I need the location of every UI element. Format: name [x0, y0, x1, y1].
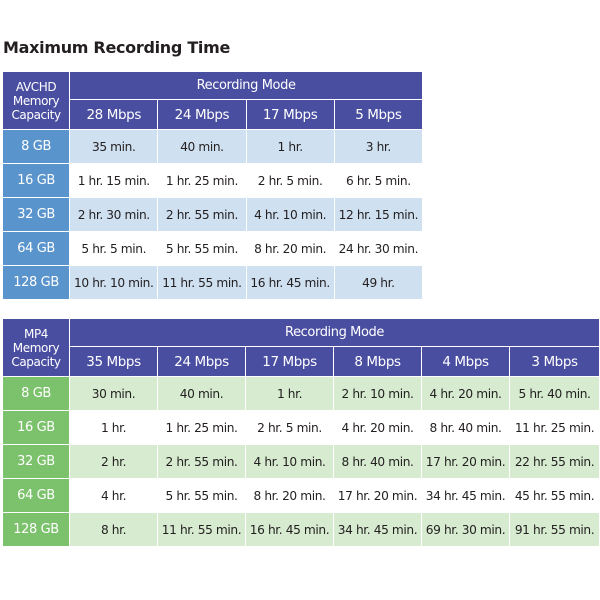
- time-cell: 2 hr. 30 min.: [69, 197, 159, 232]
- time-cell: 8 hr. 40 min.: [333, 444, 422, 479]
- time-cell: 24 hr. 30 min.: [333, 231, 424, 266]
- rate-header: 17 Mbps: [245, 346, 334, 377]
- rate-header: 4 Mbps: [421, 346, 510, 377]
- rate-header: 8 Mbps: [333, 346, 422, 377]
- time-cell: 2 hr. 10 min.: [333, 376, 422, 411]
- capacity-cell: 128 GB: [1, 265, 71, 300]
- time-cell: 40 min.: [157, 376, 246, 411]
- time-cell: 35 min.: [69, 129, 159, 164]
- time-cell: 1 hr.: [245, 129, 335, 164]
- time-cell: 4 hr. 10 min.: [245, 444, 334, 479]
- time-cell: 2 hr.: [69, 444, 158, 479]
- time-cell: 5 hr. 55 min.: [157, 231, 247, 266]
- rate-header: 24 Mbps: [157, 346, 246, 377]
- time-cell: 8 hr. 40 min.: [421, 410, 510, 445]
- rate-header: 17 Mbps: [245, 99, 335, 130]
- time-cell: 2 hr. 55 min.: [157, 444, 246, 479]
- avchd-memory-capacity-header: AVCHD Memory Capacity: [1, 71, 71, 130]
- table-row: 16 GB 1 hr. 1 hr. 25 min. 2 hr. 5 min. 4…: [2, 410, 600, 445]
- time-cell: 1 hr.: [69, 410, 158, 445]
- corner-line: Capacity: [11, 107, 61, 122]
- time-cell: 12 hr. 15 min.: [333, 197, 424, 232]
- time-cell: 1 hr. 25 min.: [157, 410, 246, 445]
- mp4-recording-mode-header: Recording Mode: [68, 318, 600, 347]
- time-cell: 40 min.: [157, 129, 247, 164]
- corner-line: Capacity: [11, 354, 61, 369]
- table-row: 32 GB 2 hr. 30 min. 2 hr. 55 min. 4 hr. …: [1, 197, 424, 232]
- time-cell: 22 hr. 55 min.: [508, 444, 600, 479]
- capacity-cell: 64 GB: [2, 478, 70, 513]
- time-cell: 16 hr. 45 min.: [245, 265, 335, 300]
- table-row: 16 GB 1 hr. 15 min. 1 hr. 25 min. 2 hr. …: [1, 163, 424, 198]
- time-cell: 4 hr.: [69, 478, 158, 513]
- capacity-cell: 64 GB: [1, 231, 71, 266]
- capacity-cell: 32 GB: [1, 197, 71, 232]
- time-cell: 4 hr. 10 min.: [245, 197, 335, 232]
- avchd-recording-mode-header: Recording Mode: [69, 71, 423, 100]
- time-cell: 1 hr. 15 min.: [69, 163, 159, 198]
- time-cell: 3 hr.: [333, 129, 424, 164]
- time-cell: 34 hr. 45 min.: [333, 512, 422, 547]
- time-cell: 5 hr. 5 min.: [69, 231, 159, 266]
- capacity-cell: 32 GB: [2, 444, 70, 479]
- corner-line: MP4: [23, 326, 49, 341]
- time-cell: 45 hr. 55 min.: [508, 478, 600, 513]
- avchd-recording-table: AVCHD Memory Capacity Recording Mode 28 …: [1, 71, 424, 300]
- rate-header: 24 Mbps: [157, 99, 247, 130]
- table-row: 32 GB 2 hr. 2 hr. 55 min. 4 hr. 10 min. …: [2, 444, 600, 479]
- rate-header: 28 Mbps: [69, 99, 159, 130]
- time-cell: 5 hr. 40 min.: [508, 376, 600, 411]
- rate-header: 35 Mbps: [69, 346, 158, 377]
- rate-header: 3 Mbps: [508, 346, 600, 377]
- time-cell: 69 hr. 30 min.: [421, 512, 510, 547]
- time-cell: 91 hr. 55 min.: [508, 512, 600, 547]
- table-row: 64 GB 5 hr. 5 min. 5 hr. 55 min. 8 hr. 2…: [1, 231, 424, 266]
- time-cell: 8 hr. 20 min.: [245, 231, 335, 266]
- time-cell: 1 hr.: [245, 376, 334, 411]
- time-cell: 11 hr. 55 min.: [157, 512, 246, 547]
- time-cell: 4 hr. 20 min.: [421, 376, 510, 411]
- time-cell: 11 hr. 25 min.: [508, 410, 600, 445]
- time-cell: 16 hr. 45 min.: [245, 512, 334, 547]
- table-row: 128 GB 10 hr. 10 min. 11 hr. 55 min. 16 …: [1, 265, 424, 300]
- capacity-cell: 16 GB: [1, 163, 71, 198]
- capacity-cell: 128 GB: [2, 512, 70, 547]
- mp4-recording-table: MP4 Memory Capacity Recording Mode 35 Mb…: [2, 318, 600, 547]
- corner-line: AVCHD: [15, 79, 57, 94]
- time-cell: 5 hr. 55 min.: [157, 478, 246, 513]
- time-cell: 2 hr. 55 min.: [157, 197, 247, 232]
- time-cell: 17 hr. 20 min.: [333, 478, 422, 513]
- time-cell: 2 hr. 5 min.: [245, 163, 335, 198]
- time-cell: 34 hr. 45 min.: [421, 478, 510, 513]
- capacity-cell: 8 GB: [2, 376, 70, 411]
- time-cell: 2 hr. 5 min.: [245, 410, 334, 445]
- mp4-memory-capacity-header: MP4 Memory Capacity: [2, 318, 70, 377]
- time-cell: 30 min.: [69, 376, 158, 411]
- capacity-cell: 16 GB: [2, 410, 70, 445]
- rate-header: 5 Mbps: [333, 99, 424, 130]
- page-title: Maximum Recording Time: [3, 38, 231, 57]
- corner-line: Memory: [12, 93, 60, 108]
- table-row: 128 GB 8 hr. 11 hr. 55 min. 16 hr. 45 mi…: [2, 512, 600, 547]
- time-cell: 17 hr. 20 min.: [421, 444, 510, 479]
- time-cell: 6 hr. 5 min.: [333, 163, 424, 198]
- table-row: 64 GB 4 hr. 5 hr. 55 min. 8 hr. 20 min. …: [2, 478, 600, 513]
- time-cell: 4 hr. 20 min.: [333, 410, 422, 445]
- time-cell: 11 hr. 55 min.: [157, 265, 247, 300]
- time-cell: 8 hr.: [69, 512, 158, 547]
- table-row: 8 GB 35 min. 40 min. 1 hr. 3 hr.: [1, 129, 424, 164]
- table-row: 8 GB 30 min. 40 min. 1 hr. 2 hr. 10 min.…: [2, 376, 600, 411]
- time-cell: 10 hr. 10 min.: [69, 265, 159, 300]
- time-cell: 1 hr. 25 min.: [157, 163, 247, 198]
- capacity-cell: 8 GB: [1, 129, 71, 164]
- time-cell: 49 hr.: [333, 265, 424, 300]
- time-cell: 8 hr. 20 min.: [245, 478, 334, 513]
- corner-line: Memory: [12, 340, 60, 355]
